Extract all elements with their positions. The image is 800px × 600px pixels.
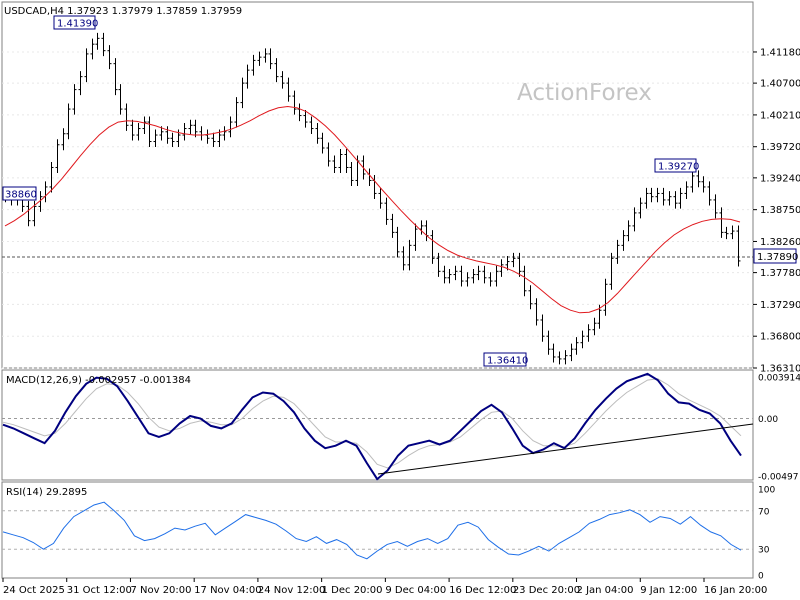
time-tick-label: 2 Jan 04:00 xyxy=(577,585,634,596)
svg-text:1.41390: 1.41390 xyxy=(57,19,98,30)
time-tick-label: 24 Nov 12:00 xyxy=(258,585,325,596)
price-tick-label: 1.36800 xyxy=(760,332,800,343)
price-gridlines xyxy=(2,51,753,369)
rsi-panel-frame xyxy=(1,481,754,579)
macd-axis: 0.003914 0.00 -0.00497 xyxy=(758,374,800,483)
callout-low: 1.36410 xyxy=(483,352,528,367)
time-tick-label: 23 Dec 20:00 xyxy=(513,585,580,596)
price-tick-label: 1.38750 xyxy=(760,205,800,216)
price-tick-label: 1.39240 xyxy=(760,173,800,184)
macd-signal-line xyxy=(2,378,742,469)
rsi-tick-label: 100 xyxy=(758,486,775,496)
price-bars xyxy=(3,32,741,365)
rsi-tick-label: 70 xyxy=(758,507,770,517)
moving-average-line xyxy=(4,105,741,314)
rsi-axis: 100 70 30 0 xyxy=(758,486,775,582)
time-tick-label: 24 Oct 2025 xyxy=(3,585,65,596)
time-tick-label: 17 Nov 04:00 xyxy=(194,585,261,596)
macd-trendline xyxy=(377,423,754,475)
rsi-tick-label: 0 xyxy=(758,572,764,582)
price-tick-label: 1.40700 xyxy=(760,79,800,90)
price-tick-label: 1.40210 xyxy=(760,110,800,121)
price-axis: 1.41180 1.40700 1.40210 1.39720 1.39240 1.387… xyxy=(753,47,800,375)
price-tick-label: 1.37290 xyxy=(760,300,800,311)
svg-text:1.36410: 1.36410 xyxy=(487,356,528,367)
svg-text:1.37890: 1.37890 xyxy=(757,252,798,263)
rsi-line xyxy=(2,501,742,560)
time-tick-label: 9 Dec 04:00 xyxy=(385,585,446,596)
watermark: ActionForex xyxy=(517,80,652,106)
macd-tick-label: 0.00 xyxy=(758,415,778,425)
rsi-tick-label: 30 xyxy=(758,546,770,556)
macd-line xyxy=(2,372,742,481)
current-price-label: 1.37890 xyxy=(753,248,798,264)
svg-text:1.39270: 1.39270 xyxy=(658,162,699,173)
time-tick-label: 16 Dec 12:00 xyxy=(449,585,516,596)
price-tick-label: 1.37780 xyxy=(760,268,800,279)
time-tick-label: 1 Dec 20:00 xyxy=(322,585,383,596)
price-tick-label: 1.39720 xyxy=(760,142,800,153)
price-tick-label: 1.38260 xyxy=(760,237,800,248)
rsi-panel-title: RSI(14) 29.2895 xyxy=(6,487,87,498)
macd-tick-label: 0.003914 xyxy=(758,374,800,384)
time-tick-label: 7 Nov 20:00 xyxy=(130,585,191,596)
callout-left-low: 38860 xyxy=(2,186,37,201)
time-tick-label: 31 Oct 12:00 xyxy=(67,585,132,596)
price-tick-label: 1.41180 xyxy=(760,47,800,58)
callout-high: 1.41390 xyxy=(53,15,98,30)
callout-recent-high: 1.39270 xyxy=(654,158,699,173)
price-tick-label: 1.36310 xyxy=(760,364,800,375)
price-panel-title: USDCAD,H4 1.37923 1.37979 1.37859 1.3795… xyxy=(4,6,242,17)
time-axis: 24 Oct 2025 31 Oct 12:007 Nov 20:00 17 Nov… xyxy=(2,578,767,596)
macd-tick-label: -0.00497 xyxy=(758,473,798,483)
macd-panel-title: MACD(12,26,9) -0.002957 -0.001384 xyxy=(6,375,191,386)
time-tick-label: 16 Jan 20:00 xyxy=(704,585,767,596)
svg-text:38860: 38860 xyxy=(5,190,37,201)
time-tick-label: 9 Jan 12:00 xyxy=(640,585,697,596)
